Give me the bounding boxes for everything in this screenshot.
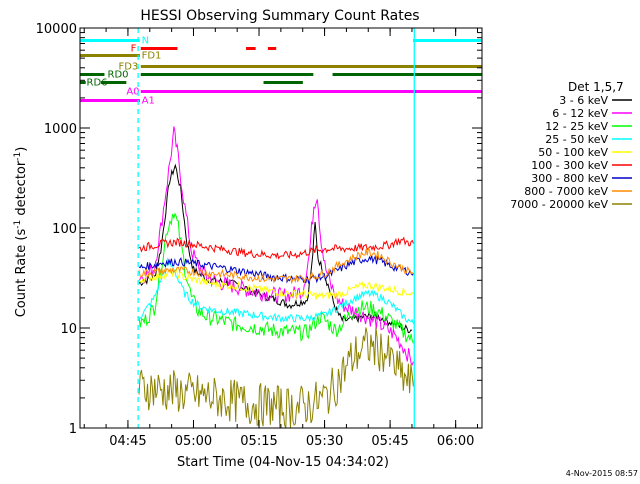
x-tick-label: 05:45 <box>371 434 408 449</box>
y-axis: 1 10 100 1000 10000 <box>36 22 482 437</box>
y-tick-label: 10 <box>60 322 77 337</box>
legend-label-6-12-kev: 6 - 12 keV <box>552 107 608 120</box>
series-line-12-25-kev <box>138 212 414 344</box>
plot-frame <box>79 27 483 429</box>
legend-label-7000-20000-kev: 7000 - 20000 keV <box>510 198 608 211</box>
data-gap-markers <box>137 28 415 428</box>
x-tick-label: 05:30 <box>306 434 343 449</box>
series-line-7000-20000-kev <box>138 327 414 429</box>
series-line-100-300-kev <box>138 236 414 260</box>
flag-label-fd1: FD1 <box>142 51 162 62</box>
x-axis: 04:45 05:00 05:15 05:30 05:45 06:00 <box>83 28 478 449</box>
x-axis-label: Start Time (04-Nov-15 04:34:02) <box>177 455 389 470</box>
flag-label-fd3: FD3 <box>118 62 138 73</box>
legend-label-300-800-kev: 300 - 800 keV <box>531 172 608 185</box>
flag-label-f: F <box>131 44 137 55</box>
legend-label-3-6-kev: 3 - 6 keV <box>559 94 608 107</box>
legend-label-800-7000-kev: 800 - 7000 keV <box>524 185 608 198</box>
flag-label-a1: A1 <box>142 96 155 107</box>
legend-label-25-50-kev: 25 - 50 keV <box>545 133 608 146</box>
legend-label-12-25-kev: 12 - 25 keV <box>545 120 608 133</box>
y-axis-label: Count Rate (s-1 detector-1) <box>13 147 29 318</box>
series-lines <box>138 126 414 429</box>
series-line-800-7000-kev <box>138 247 414 285</box>
flag-label-rd6: RD6 <box>87 78 108 89</box>
y-tick-label: 10000 <box>36 22 77 37</box>
flag-label-rd0: RD0 <box>108 70 129 81</box>
y-label-sup-1: -1 <box>13 220 23 229</box>
legend-label-100-300-kev: 100 - 300 keV <box>531 159 608 172</box>
y-label-sup-2: -1 <box>13 152 23 161</box>
x-tick-label: 06:00 <box>437 434 474 449</box>
x-tick-label: 05:15 <box>240 434 277 449</box>
series-line-50-100-kev <box>138 267 414 300</box>
y-tick-label: 1000 <box>44 122 77 137</box>
series-line-300-800-kev <box>138 254 414 285</box>
x-tick-label: 05:00 <box>175 434 212 449</box>
y-label-mid: detector <box>14 160 29 220</box>
series-line-6-12-kev <box>138 126 414 366</box>
flag-label-a0: A0 <box>126 87 139 98</box>
y-label-end: ) <box>14 147 29 152</box>
series-line-25-50-kev <box>138 257 414 325</box>
flag-label-n: N <box>142 36 149 47</box>
legend-label-50-100-kev: 50 - 100 keV <box>538 146 608 159</box>
y-tick-label: 1 <box>69 422 77 437</box>
chart-title: HESSI Observing Summary Count Rates <box>140 8 419 24</box>
legend-title: Det 1,5,7 <box>568 80 624 94</box>
y-label-main: Count Rate (s <box>14 229 29 318</box>
footer-stamp: 4-Nov-2015 08:57 <box>566 469 638 478</box>
series-line-3-6-kev <box>138 163 413 334</box>
y-tick-label: 100 <box>52 222 77 237</box>
x-tick-label: 04:45 <box>109 434 146 449</box>
